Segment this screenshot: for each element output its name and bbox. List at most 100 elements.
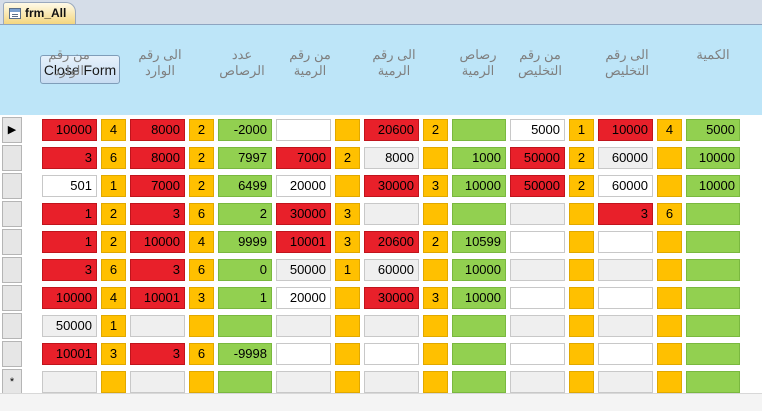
field-textbox[interactable]: [335, 119, 360, 141]
field-textbox[interactable]: [569, 315, 594, 337]
field-textbox[interactable]: 10000: [42, 287, 97, 309]
record-selector[interactable]: *: [2, 369, 22, 395]
field-textbox[interactable]: [686, 315, 740, 337]
field-textbox[interactable]: 4: [101, 119, 126, 141]
field-textbox[interactable]: [569, 259, 594, 281]
field-textbox[interactable]: 7000: [276, 147, 331, 169]
field-textbox[interactable]: 20600: [364, 119, 419, 141]
field-textbox[interactable]: 6: [101, 147, 126, 169]
field-textbox[interactable]: [335, 287, 360, 309]
field-textbox[interactable]: [510, 371, 565, 393]
field-textbox[interactable]: [452, 119, 506, 141]
field-textbox[interactable]: [569, 343, 594, 365]
field-textbox[interactable]: 2: [569, 175, 594, 197]
field-textbox[interactable]: 7997: [218, 147, 272, 169]
field-textbox[interactable]: 3: [335, 231, 360, 253]
field-textbox[interactable]: [686, 371, 740, 393]
field-textbox[interactable]: 10000: [686, 175, 740, 197]
field-textbox[interactable]: [364, 343, 419, 365]
field-textbox[interactable]: 10000: [452, 287, 506, 309]
field-textbox[interactable]: 1: [42, 231, 97, 253]
field-textbox[interactable]: 10000: [130, 231, 185, 253]
field-textbox[interactable]: [276, 371, 331, 393]
field-textbox[interactable]: [335, 315, 360, 337]
field-textbox[interactable]: 1: [101, 315, 126, 337]
field-textbox[interactable]: 2: [423, 231, 448, 253]
field-textbox[interactable]: 60000: [598, 147, 653, 169]
field-textbox[interactable]: [686, 203, 740, 225]
field-textbox[interactable]: -9998: [218, 343, 272, 365]
field-textbox[interactable]: [686, 287, 740, 309]
field-textbox[interactable]: [510, 203, 565, 225]
field-textbox[interactable]: [598, 343, 653, 365]
field-textbox[interactable]: [423, 259, 448, 281]
record-selector[interactable]: [2, 201, 22, 227]
field-textbox[interactable]: [657, 231, 682, 253]
field-textbox[interactable]: 10001: [42, 343, 97, 365]
field-textbox[interactable]: 2: [101, 231, 126, 253]
field-textbox[interactable]: [335, 343, 360, 365]
field-textbox[interactable]: [452, 343, 506, 365]
field-textbox[interactable]: 6: [189, 203, 214, 225]
field-textbox[interactable]: [423, 315, 448, 337]
record-selector[interactable]: [2, 229, 22, 255]
field-textbox[interactable]: 8000: [130, 119, 185, 141]
field-textbox[interactable]: 10001: [130, 287, 185, 309]
field-textbox[interactable]: 10000: [42, 119, 97, 141]
field-textbox[interactable]: 3: [423, 175, 448, 197]
field-textbox[interactable]: [364, 315, 419, 337]
field-textbox[interactable]: [686, 231, 740, 253]
close-form-button[interactable]: Close Form: [40, 55, 120, 84]
field-textbox[interactable]: 30000: [276, 203, 331, 225]
field-textbox[interactable]: 7000: [130, 175, 185, 197]
field-textbox[interactable]: 20000: [276, 287, 331, 309]
field-textbox[interactable]: [569, 231, 594, 253]
field-textbox[interactable]: 30000: [364, 175, 419, 197]
field-textbox[interactable]: 2: [423, 119, 448, 141]
record-selector[interactable]: [2, 145, 22, 171]
field-textbox[interactable]: 2: [101, 203, 126, 225]
field-textbox[interactable]: [657, 175, 682, 197]
field-textbox[interactable]: 6: [101, 259, 126, 281]
field-textbox[interactable]: [130, 371, 185, 393]
field-textbox[interactable]: 5000: [686, 119, 740, 141]
field-textbox[interactable]: [101, 371, 126, 393]
field-textbox[interactable]: [598, 287, 653, 309]
record-selector[interactable]: [2, 313, 22, 339]
field-textbox[interactable]: 6: [189, 343, 214, 365]
field-textbox[interactable]: 1: [101, 175, 126, 197]
field-textbox[interactable]: 3: [423, 287, 448, 309]
field-textbox[interactable]: [452, 203, 506, 225]
field-textbox[interactable]: [510, 259, 565, 281]
field-textbox[interactable]: 1: [218, 287, 272, 309]
record-selector[interactable]: [2, 257, 22, 283]
field-textbox[interactable]: 3: [130, 343, 185, 365]
field-textbox[interactable]: [335, 175, 360, 197]
field-textbox[interactable]: [510, 343, 565, 365]
record-selector[interactable]: [2, 285, 22, 311]
field-textbox[interactable]: 2: [189, 147, 214, 169]
field-textbox[interactable]: 1: [42, 203, 97, 225]
field-textbox[interactable]: [686, 343, 740, 365]
field-textbox[interactable]: 1: [569, 119, 594, 141]
field-textbox[interactable]: 50000: [276, 259, 331, 281]
field-textbox[interactable]: [218, 315, 272, 337]
field-textbox[interactable]: 50000: [510, 147, 565, 169]
field-textbox[interactable]: [423, 343, 448, 365]
field-textbox[interactable]: [452, 315, 506, 337]
field-textbox[interactable]: [598, 371, 653, 393]
field-textbox[interactable]: 6: [657, 203, 682, 225]
field-textbox[interactable]: [598, 231, 653, 253]
field-textbox[interactable]: [598, 315, 653, 337]
field-textbox[interactable]: 3: [101, 343, 126, 365]
field-textbox[interactable]: [510, 287, 565, 309]
field-textbox[interactable]: 2: [569, 147, 594, 169]
field-textbox[interactable]: [569, 371, 594, 393]
field-textbox[interactable]: 10000: [598, 119, 653, 141]
field-textbox[interactable]: 3: [335, 203, 360, 225]
field-textbox[interactable]: 50000: [42, 315, 97, 337]
field-textbox[interactable]: 6499: [218, 175, 272, 197]
field-textbox[interactable]: [42, 371, 97, 393]
field-textbox[interactable]: 2: [189, 119, 214, 141]
field-textbox[interactable]: 10001: [276, 231, 331, 253]
